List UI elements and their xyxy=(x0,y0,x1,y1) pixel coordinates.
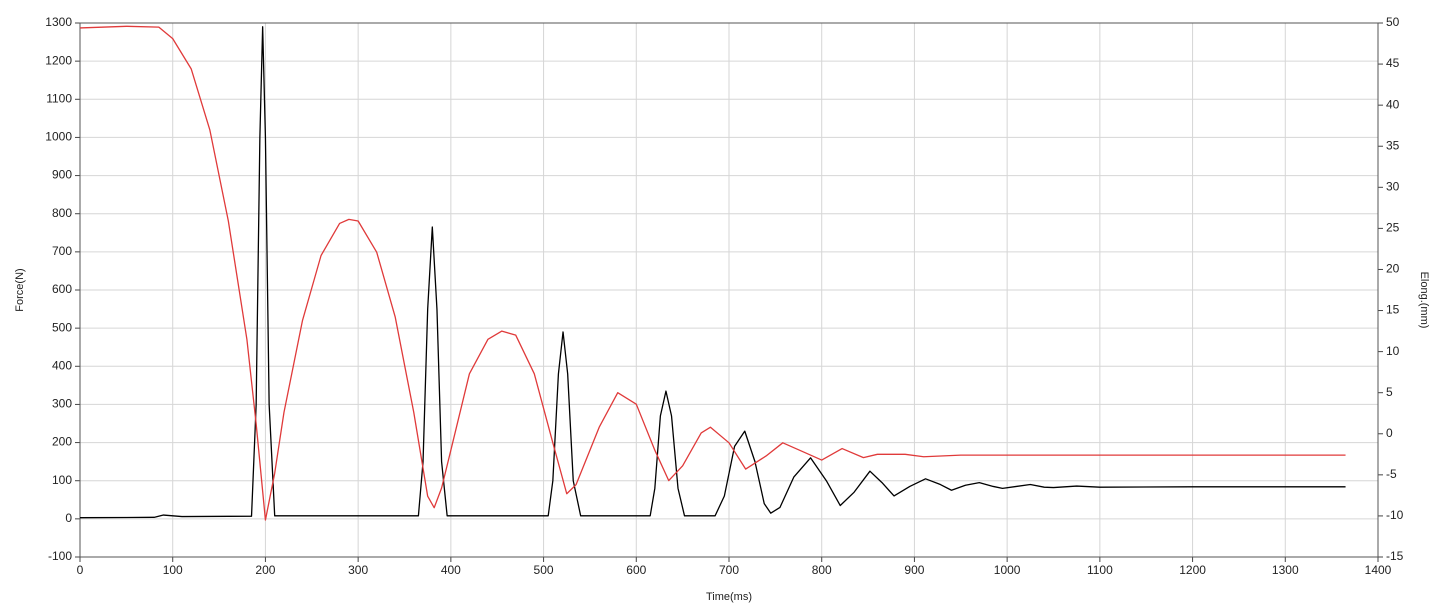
x-tick-label: 0 xyxy=(77,563,84,577)
y-tick-label: 200 xyxy=(52,435,72,449)
y2-tick-label: 10 xyxy=(1386,344,1400,358)
y2-tick-label: -10 xyxy=(1386,508,1404,522)
y2-tick-label: 25 xyxy=(1386,221,1400,235)
y2-tick-label: 40 xyxy=(1386,97,1400,111)
x-tick-label: 500 xyxy=(534,563,554,577)
y-tick-label: 100 xyxy=(52,473,72,487)
y-tick-label: 800 xyxy=(52,206,72,220)
y-tick-label: 1300 xyxy=(45,15,72,29)
y-tick-label: 300 xyxy=(52,397,72,411)
x-tick-label: 1100 xyxy=(1087,563,1113,577)
x-tick-label: 1200 xyxy=(1179,563,1206,577)
x-tick-label: 100 xyxy=(163,563,183,577)
y-tick-label: 700 xyxy=(52,244,72,258)
y2-tick-label: 50 xyxy=(1386,15,1400,29)
x-tick-label: 1400 xyxy=(1365,563,1392,577)
y-tick-label: 500 xyxy=(52,320,72,334)
y2-tick-label: 45 xyxy=(1386,56,1400,70)
x-tick-label: 1300 xyxy=(1272,563,1299,577)
y2-tick-label: -15 xyxy=(1386,549,1404,563)
x-tick-label: 800 xyxy=(812,563,832,577)
x-tick-label: 200 xyxy=(255,563,275,577)
y2-tick-label: 0 xyxy=(1386,426,1393,440)
y-tick-label: 1100 xyxy=(46,91,72,105)
y2-tick-label: 20 xyxy=(1386,262,1400,276)
y2-tick-label: 5 xyxy=(1386,385,1393,399)
x-tick-label: 400 xyxy=(441,563,461,577)
y-tick-label: 1200 xyxy=(45,53,72,67)
y2-tick-label: -5 xyxy=(1386,467,1397,481)
y-axis-title: Force(N) xyxy=(14,268,26,311)
y-tick-label: 900 xyxy=(52,168,72,182)
y-tick-label: 1000 xyxy=(45,130,72,144)
x-tick-label: 700 xyxy=(719,563,739,577)
y-tick-label: -100 xyxy=(48,549,72,563)
y-tick-label: 400 xyxy=(52,358,72,372)
data-line xyxy=(79,26,1346,519)
x-tick-label: 1000 xyxy=(994,563,1021,577)
y2-tick-label: 15 xyxy=(1386,303,1400,317)
x-tick-label: 900 xyxy=(904,563,924,577)
y2-axis-title: Elong.(mm) xyxy=(1418,272,1430,329)
x-axis-title: Time(ms) xyxy=(706,591,752,603)
x-tick-label: 600 xyxy=(626,563,646,577)
y-tick-label: 0 xyxy=(65,511,72,525)
plot-frame xyxy=(79,22,1379,558)
y2-tick-label: 30 xyxy=(1386,179,1400,193)
y-tick-label: 600 xyxy=(52,282,72,296)
y2-tick-label: 35 xyxy=(1386,138,1400,152)
data-line xyxy=(79,25,1346,521)
x-tick-label: 300 xyxy=(348,563,368,577)
